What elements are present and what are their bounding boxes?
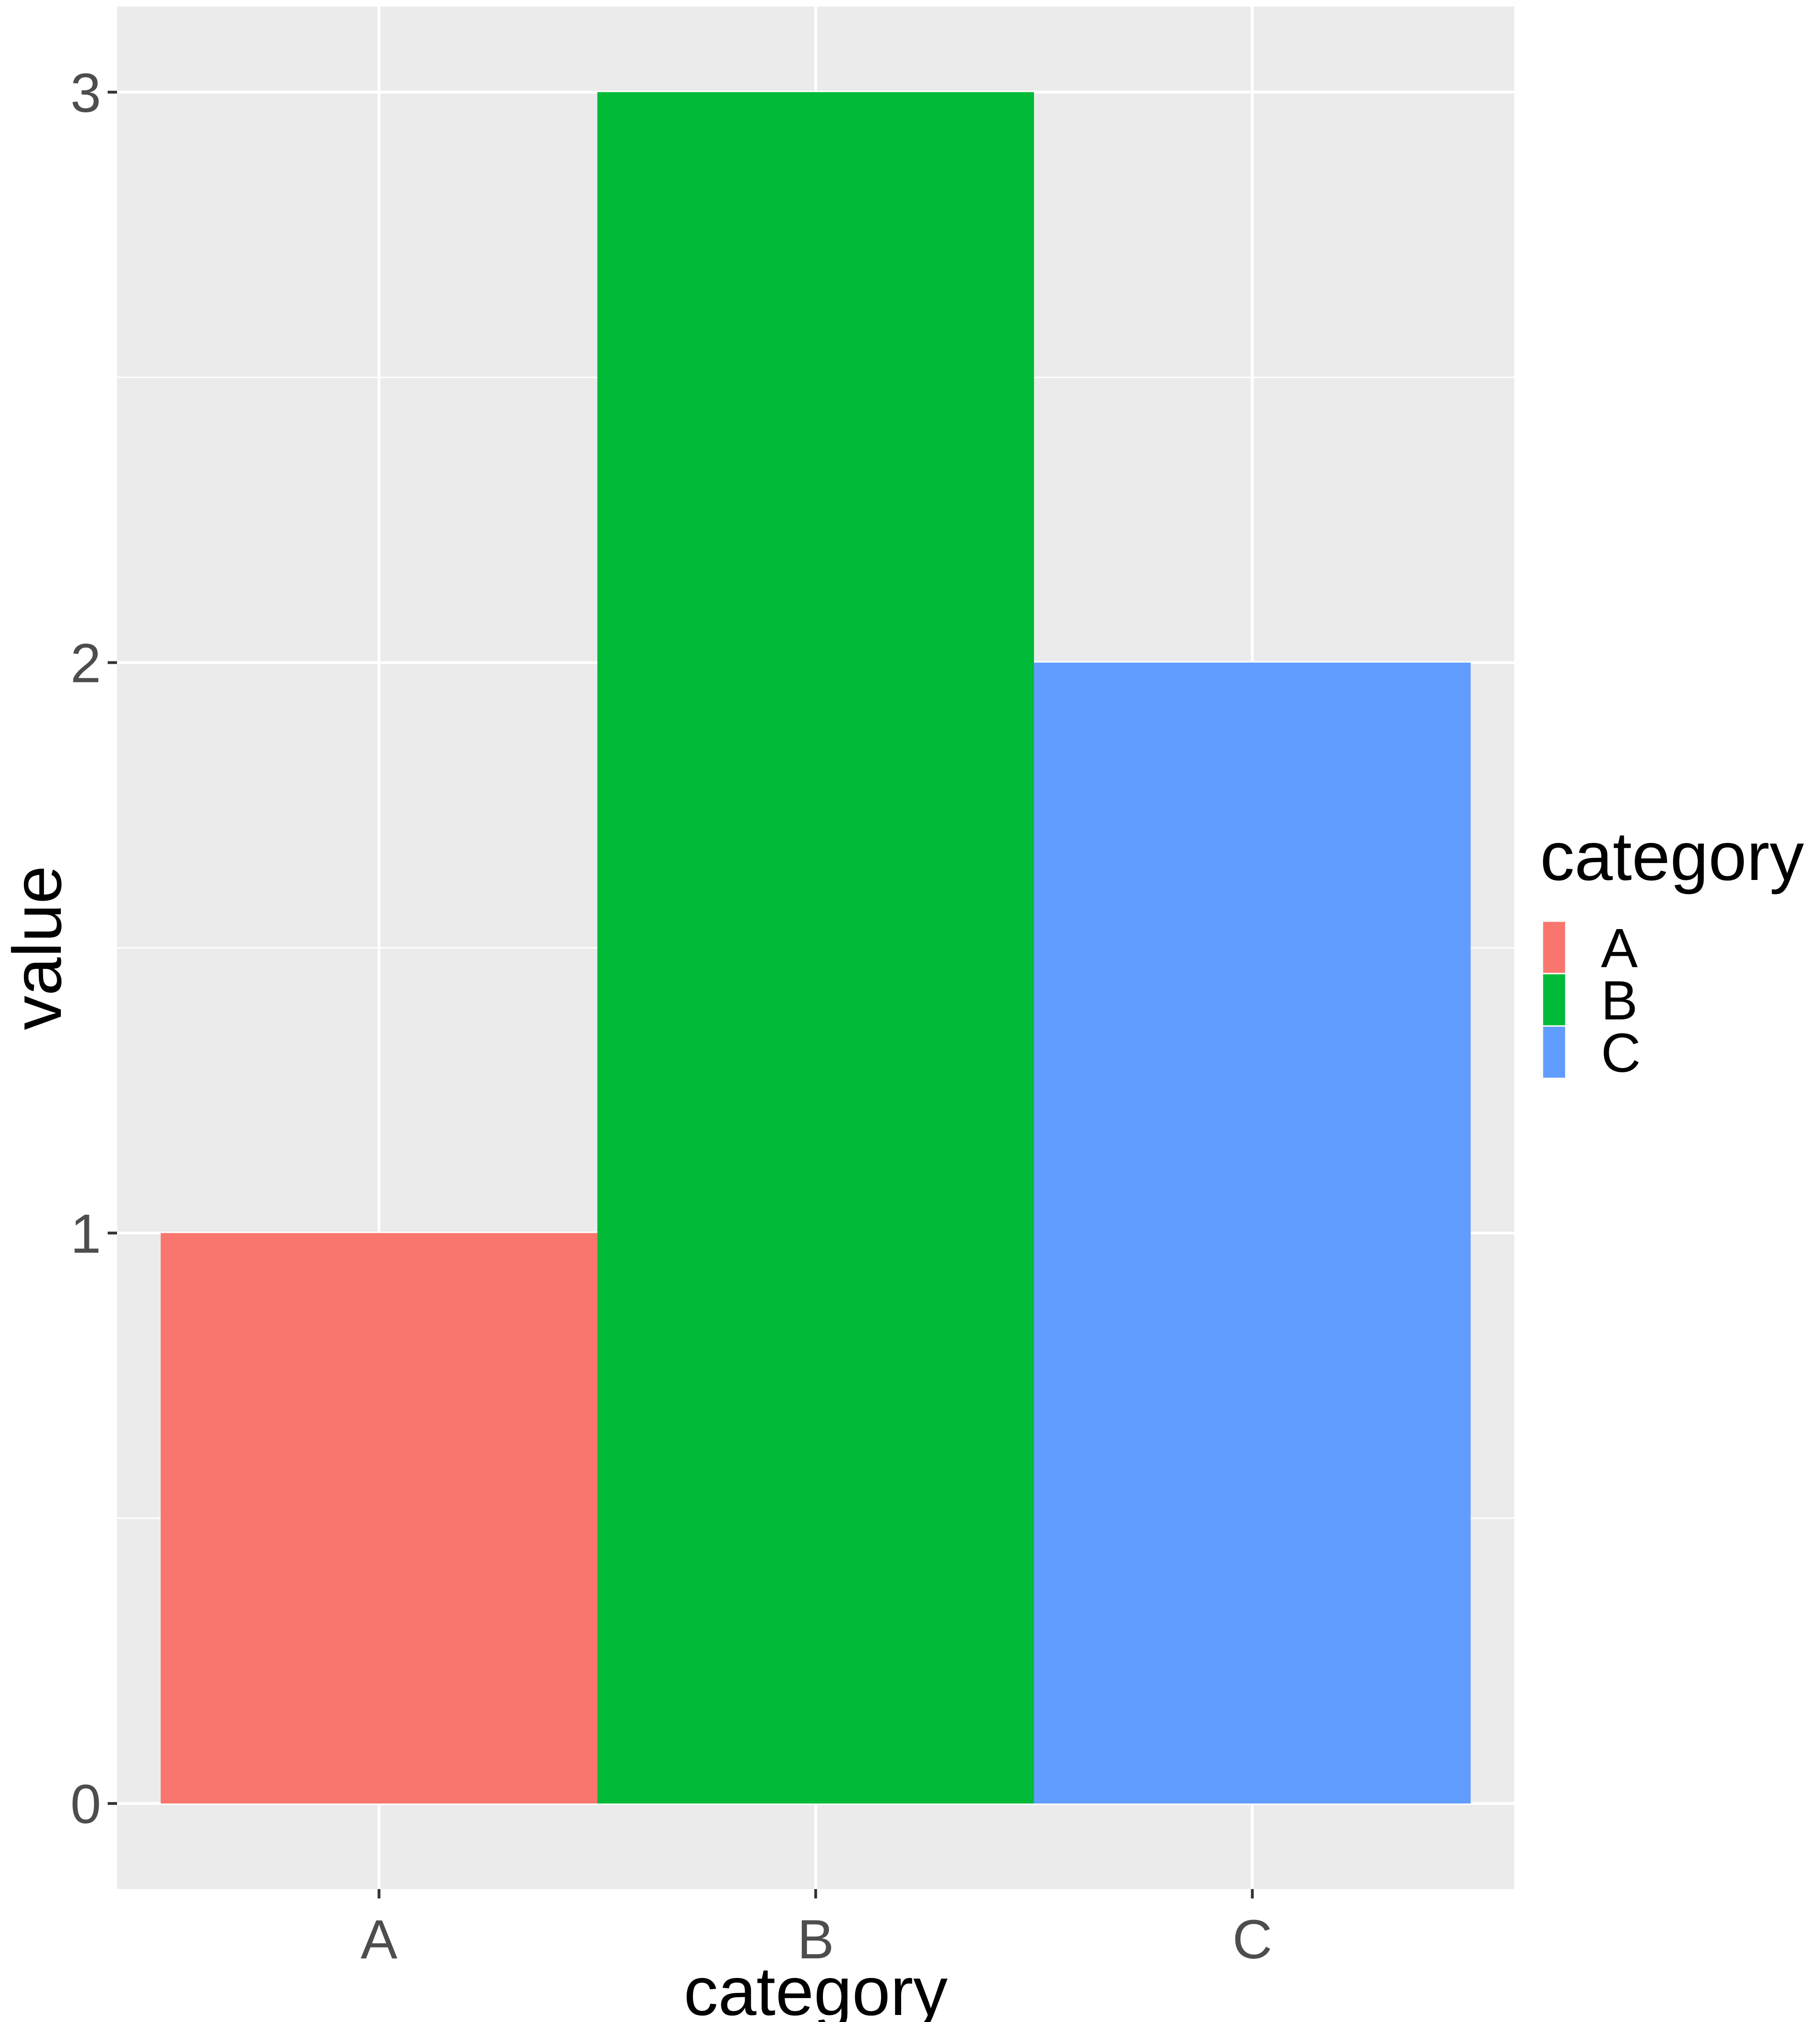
bar-c bbox=[1034, 662, 1471, 1804]
legend-key-c bbox=[1541, 1025, 1567, 1079]
x-tick-label: B bbox=[797, 1909, 834, 1971]
x-tick-label: A bbox=[360, 1909, 397, 1971]
x-axis: A B C bbox=[360, 1889, 1272, 1971]
legend-label: B bbox=[1601, 970, 1638, 1032]
bars bbox=[161, 92, 1471, 1804]
y-tick-label: 1 bbox=[70, 1203, 101, 1265]
y-tick-label: 2 bbox=[70, 633, 101, 695]
x-tick-label: C bbox=[1233, 1909, 1272, 1971]
legend-label: C bbox=[1601, 1022, 1641, 1084]
legend: category ABC bbox=[1540, 818, 1804, 1084]
y-axis: 0 1 2 3 bbox=[70, 62, 117, 1835]
legend-label: A bbox=[1601, 917, 1638, 979]
legend-key-a bbox=[1541, 920, 1567, 974]
legend-title: category bbox=[1540, 818, 1804, 895]
bar-b bbox=[597, 92, 1034, 1804]
bar-a bbox=[161, 1233, 598, 1804]
legend-key-b bbox=[1541, 973, 1567, 1027]
y-axis-title: value bbox=[0, 865, 76, 1030]
y-tick-label: 0 bbox=[70, 1773, 101, 1835]
x-axis-title: category bbox=[684, 1953, 948, 2022]
y-tick-label: 3 bbox=[70, 62, 101, 124]
